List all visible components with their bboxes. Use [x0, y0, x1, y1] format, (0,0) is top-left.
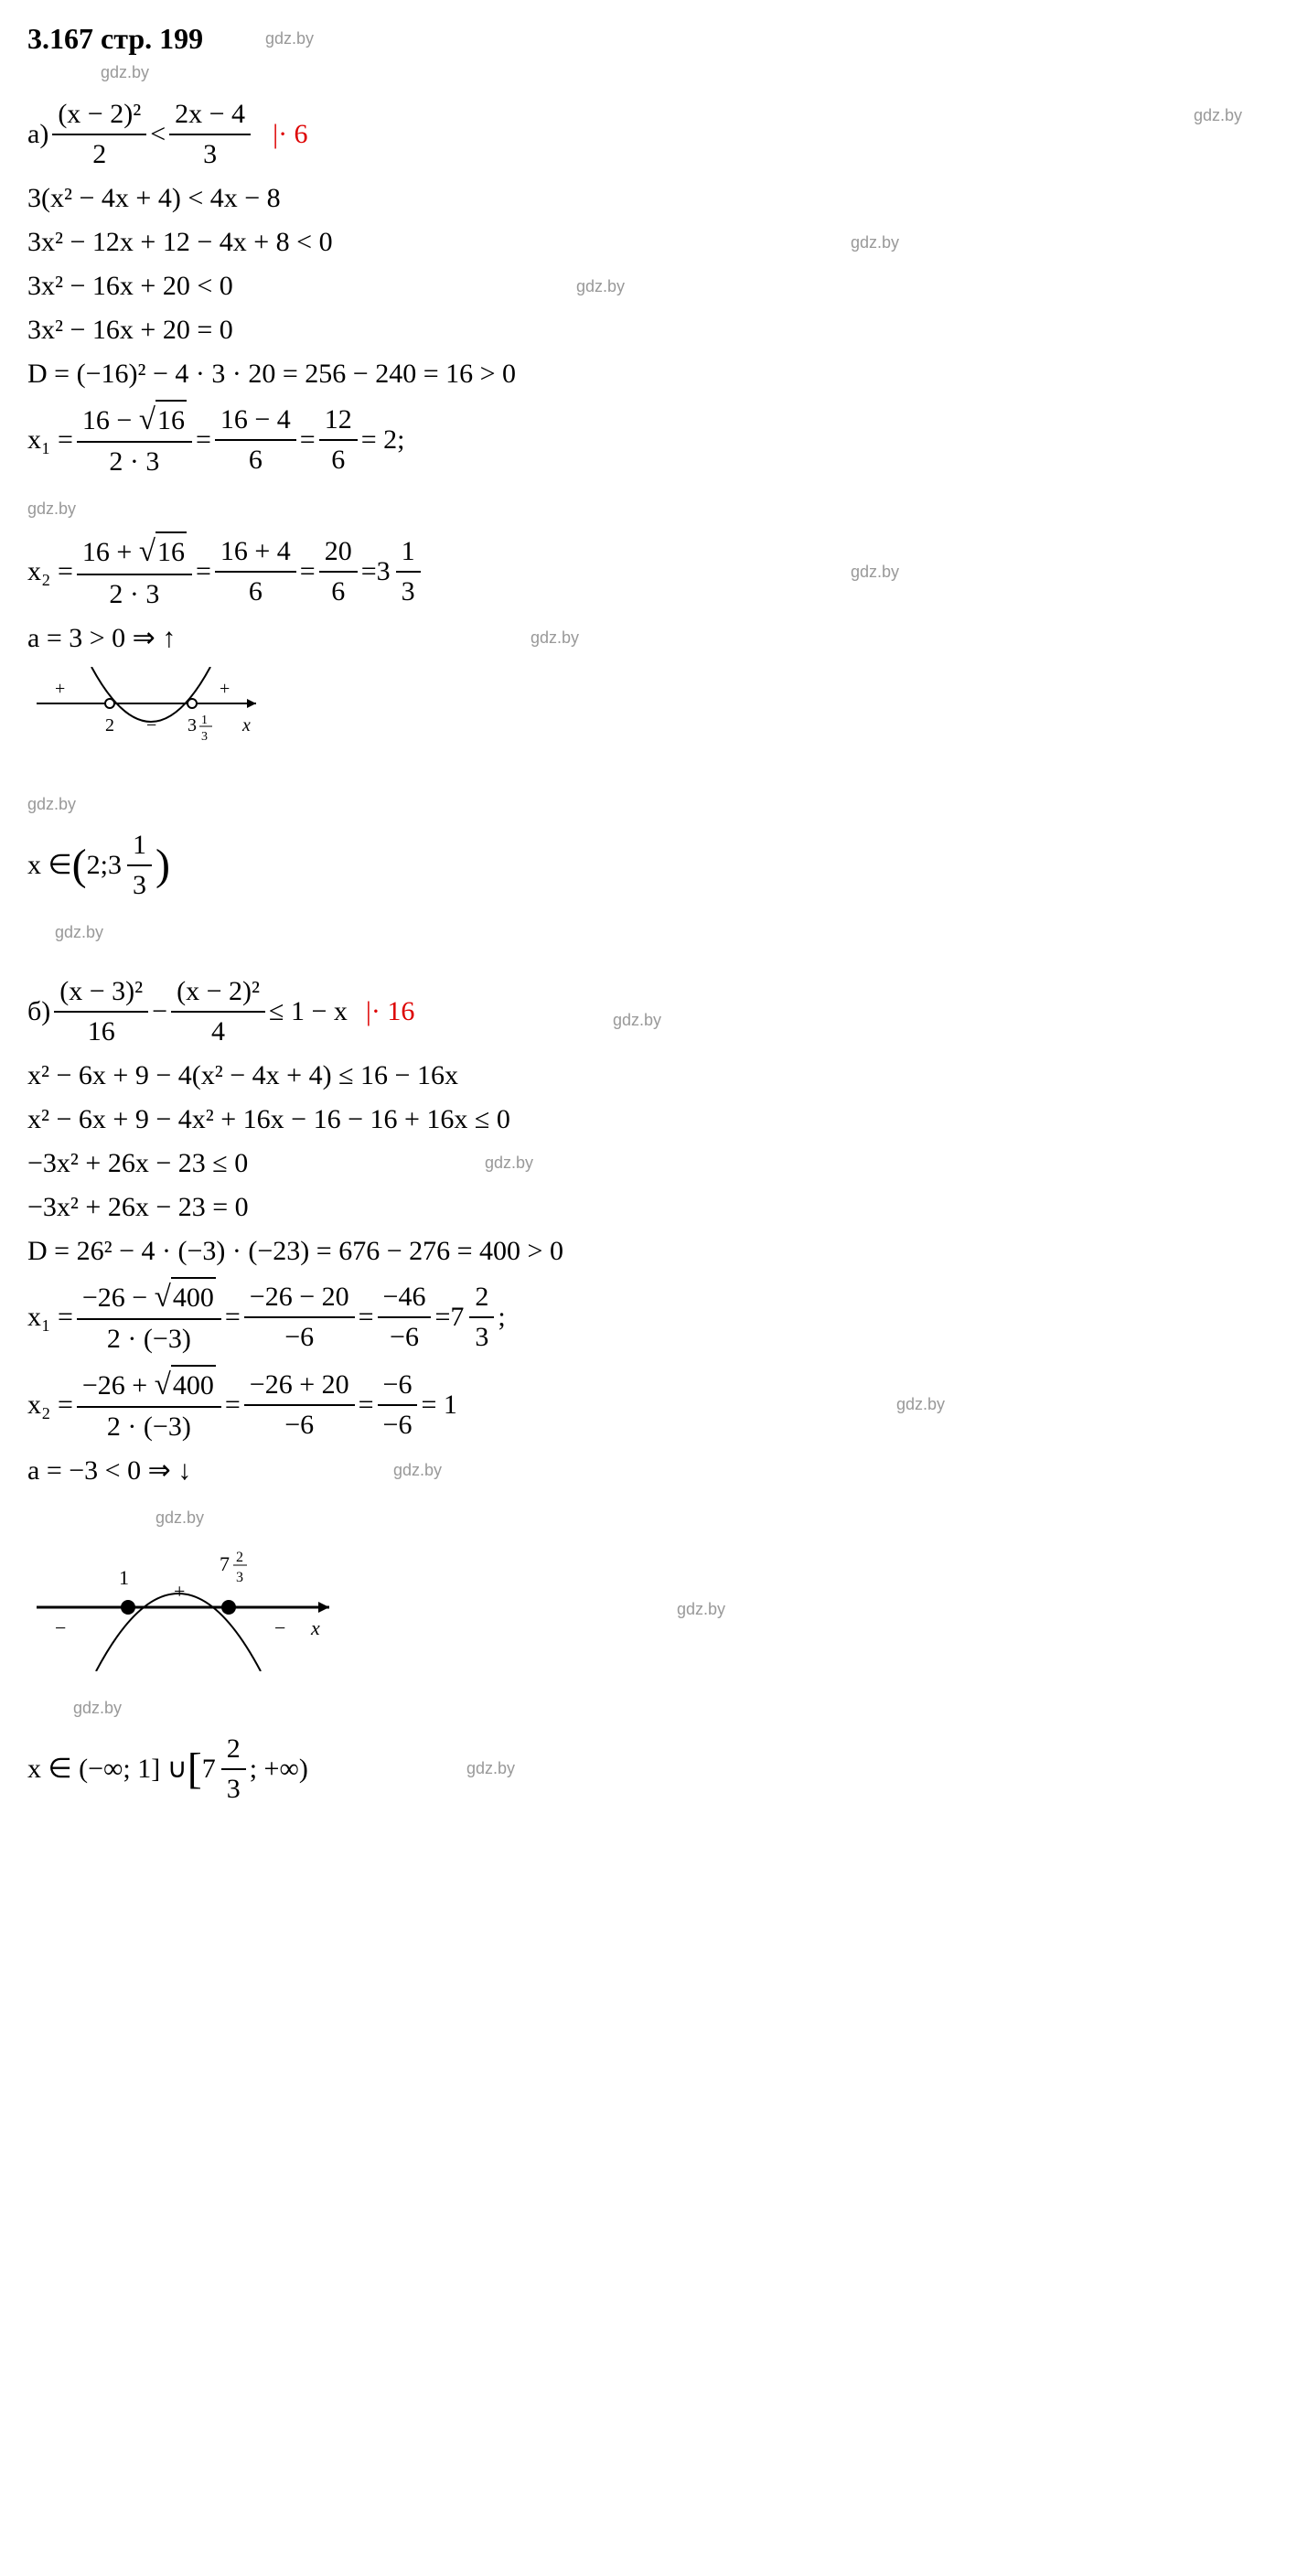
svg-text:x: x	[310, 1616, 320, 1639]
step: 3(x² − 4x + 4) < 4x − 8	[27, 179, 1270, 218]
multiply-annotation: |· 16	[366, 993, 415, 1031]
partA-inequality: а) (x − 2)² 2 < 2x − 4 3 |· 6 gdz.by	[27, 95, 1270, 174]
watermark: gdz.by	[485, 1152, 533, 1175]
svg-text:2: 2	[105, 715, 114, 735]
svg-text:+: +	[55, 679, 65, 699]
svg-text:x: x	[241, 715, 251, 735]
svg-text:7: 7	[220, 1552, 230, 1575]
step: −3x² + 26x − 23 = 0	[27, 1188, 1270, 1227]
step: 3x² − 16x + 20 < 0 gdz.by	[27, 267, 1270, 306]
svg-text:−: −	[55, 1616, 66, 1639]
discriminant: D = (−16)² − 4 · 3 · 20 = 256 − 240 = 16…	[27, 355, 1270, 393]
watermark: gdz.by	[1194, 104, 1242, 127]
watermark: gdz.by	[155, 1507, 204, 1530]
a-sign: a = −3 < 0 ⇒ ↓ gdz.by	[27, 1452, 1270, 1490]
svg-text:3: 3	[201, 730, 208, 744]
sign-chart-a: + − + 2 3 1 3 x	[37, 667, 1270, 778]
svg-text:3: 3	[236, 1570, 243, 1585]
watermark: gdz.by	[101, 61, 1270, 84]
part-label: б)	[27, 993, 50, 1031]
sign-chart-b: 1 + − − 7 2 3 x gdz.by	[37, 1543, 1270, 1682]
discriminant: D = 26² − 4 · (−3) · (−23) = 676 − 276 =…	[27, 1232, 1270, 1271]
watermark: gdz.by	[896, 1393, 945, 1416]
partA-answer: x ∈ ( 2; 313 )	[27, 826, 1270, 905]
step: 3x² − 12x + 12 − 4x + 8 < 0 gdz.by	[27, 223, 1270, 262]
partB-inequality: б) (x − 3)²16 − (x − 2)²4 ≤ 1 − x |· 16 …	[27, 972, 1270, 1051]
watermark: gdz.by	[265, 27, 314, 50]
svg-text:2: 2	[236, 1550, 243, 1565]
watermark: gdz.by	[851, 231, 899, 254]
step: −3x² + 26x − 23 ≤ 0 gdz.by	[27, 1144, 1270, 1183]
watermark: gdz.by	[27, 498, 76, 521]
watermark: gdz.by	[393, 1459, 442, 1482]
watermark: gdz.by	[55, 921, 103, 944]
page-title: 3.167 стр. 199	[27, 22, 203, 55]
svg-text:1: 1	[119, 1566, 129, 1589]
step: 3x² − 16x + 20 = 0	[27, 311, 1270, 349]
fraction: 2x − 4 3	[169, 95, 251, 174]
watermark: gdz.by	[576, 275, 625, 298]
step: x² − 6x + 9 − 4(x² − 4x + 4) ≤ 16 − 16x	[27, 1057, 1270, 1095]
part-label: а)	[27, 115, 48, 154]
watermark: gdz.by	[466, 1757, 515, 1780]
watermark: gdz.by	[677, 1598, 725, 1621]
watermark: gdz.by	[613, 1009, 661, 1032]
x2-solution: x₂ = 16 + 162 · 3 = 16 + 46 = 206 = 313 …	[27, 531, 1270, 613]
fraction: (x − 2)² 2	[52, 95, 146, 174]
svg-text:+: +	[174, 1580, 185, 1603]
svg-text:3: 3	[188, 715, 197, 735]
step: x² − 6x + 9 − 4x² + 16x − 16 − 16 + 16x …	[27, 1100, 1270, 1139]
watermark: gdz.by	[73, 1697, 122, 1720]
svg-text:+: +	[220, 679, 230, 699]
watermark: gdz.by	[531, 627, 579, 649]
svg-text:−: −	[146, 715, 156, 735]
x1-solution: x₁ = 16 − 162 · 3 = 16 − 46 = 126 = 2;	[27, 399, 1270, 481]
svg-text:1: 1	[201, 714, 208, 727]
x1-solution: x₁ = −26 − 4002 · (−3) = −26 − 20−6 = −4…	[27, 1276, 1270, 1358]
a-sign: a = 3 > 0 ⇒ ↑ gdz.by	[27, 619, 1270, 658]
partB-answer: x ∈ (−∞; 1] ∪ [ 723 ; +∞ ) gdz.by	[27, 1730, 1270, 1809]
multiply-annotation: |· 6	[273, 115, 308, 154]
watermark: gdz.by	[851, 561, 899, 584]
watermark: gdz.by	[27, 793, 76, 816]
x2-solution: x₂ = −26 + 4002 · (−3) = −26 + 20−6 = −6…	[27, 1364, 1270, 1446]
svg-text:−: −	[274, 1616, 285, 1639]
